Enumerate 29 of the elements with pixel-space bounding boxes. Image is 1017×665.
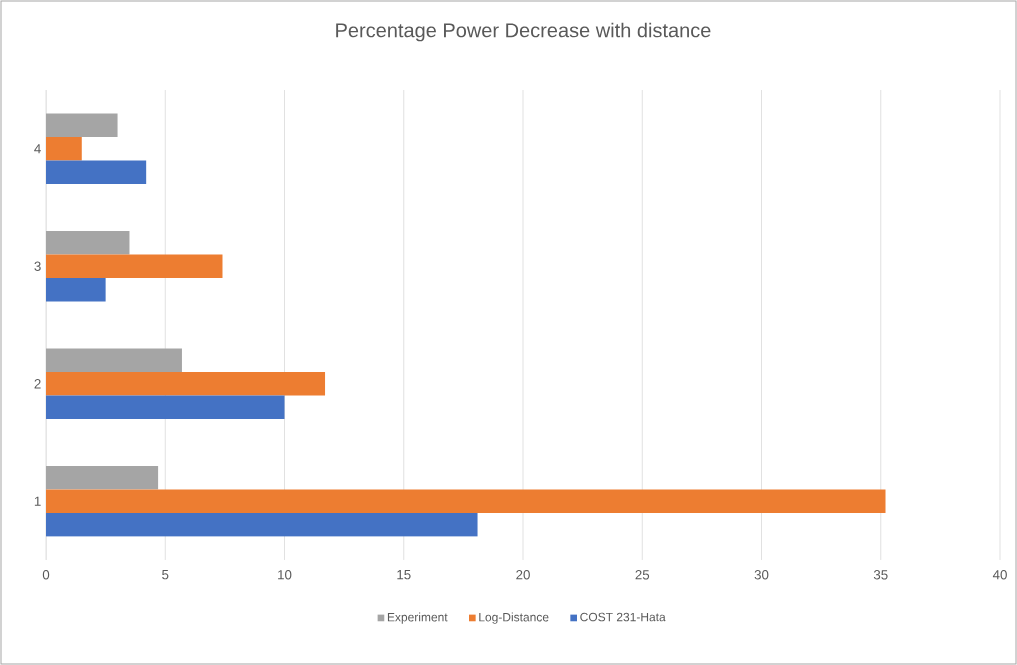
x-tick-label: 10 [278,570,292,580]
x-tick-label: 40 [992,570,1007,580]
bar [46,254,223,278]
bar [46,113,118,137]
y-tick-label: 3 [34,261,41,271]
bar [46,489,886,513]
x-tick-label: 25 [635,570,650,580]
bar [46,395,285,419]
bar [46,137,82,161]
bar [46,513,478,537]
x-tick-label: 5 [162,570,169,580]
x-tick-label: 35 [873,570,888,580]
legend-label: Log-Distance [479,612,549,624]
y-tick-label: 1 [34,496,41,506]
y-tick-label: 2 [34,379,41,389]
x-tick-label: 15 [397,570,411,580]
bar [46,348,182,372]
bar [46,466,159,490]
chart-title: Percentage Power Decrease with distance [336,22,711,42]
y-tick-label: 4 [34,144,41,154]
bar [46,160,147,184]
x-tick-label: 30 [754,570,769,580]
bar [46,372,326,396]
x-tick-label: 0 [42,570,50,580]
bar [46,231,130,255]
bar [46,278,106,302]
legend-label: COST 231-Hata [580,612,666,622]
x-tick-label: 20 [516,570,530,580]
legend-label: Experiment [387,612,448,624]
